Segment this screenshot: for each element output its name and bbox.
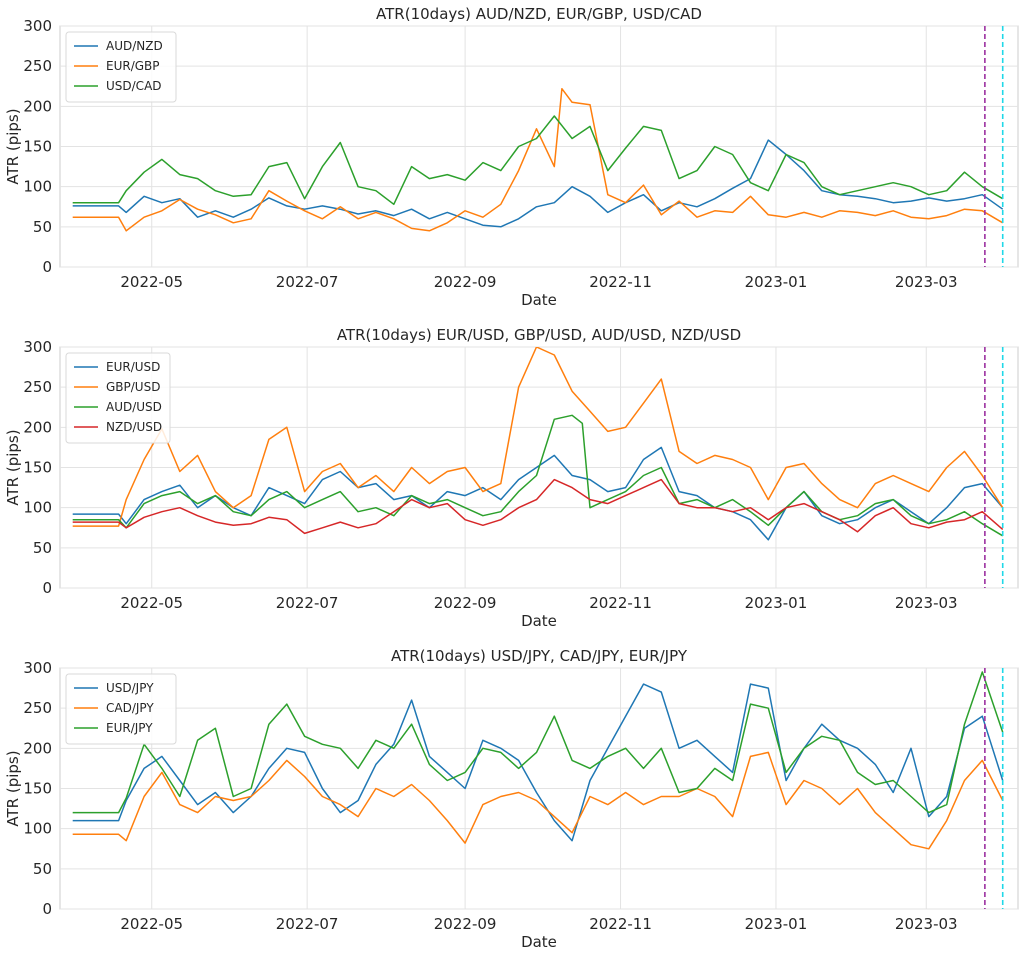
y-tick-label: 200 xyxy=(23,739,52,757)
series-line-nzd-usd xyxy=(72,478,1004,535)
y-axis-label: ATR (pips) xyxy=(4,750,22,826)
x-axis-label: Date xyxy=(521,933,557,951)
y-tick-label: 250 xyxy=(23,378,52,396)
y-tick-label: 300 xyxy=(23,659,52,677)
series-line-gbp-usd xyxy=(72,347,1004,527)
x-tick-label: 2022-05 xyxy=(120,273,183,291)
x-tick-label: 2022-05 xyxy=(120,594,183,612)
series-line-eur-gbp xyxy=(72,87,1004,232)
y-axis-label: ATR (pips) xyxy=(4,108,22,184)
x-tick-label: 2022-09 xyxy=(434,594,497,612)
legend-label: AUD/USD xyxy=(106,400,162,414)
legend-label: USD/JPY xyxy=(106,681,154,695)
x-tick-label: 2023-03 xyxy=(895,273,958,291)
x-tick-label: 2022-11 xyxy=(589,594,652,612)
legend-label: CAD/JPY xyxy=(106,701,154,715)
x-axis-label: Date xyxy=(521,291,557,309)
legend-label: AUD/NZD xyxy=(106,39,163,53)
y-tick-label: 50 xyxy=(33,218,52,236)
series-line-cad-jpy xyxy=(72,751,1004,850)
series-line-aud-nzd xyxy=(72,139,1004,228)
legend-box xyxy=(65,352,171,444)
y-tick-label: 150 xyxy=(23,780,52,798)
x-tick-label: 2023-01 xyxy=(745,915,808,933)
y-axis-label: ATR (pips) xyxy=(4,429,22,505)
x-tick-label: 2023-01 xyxy=(745,594,808,612)
y-tick-label: 300 xyxy=(23,338,52,356)
y-tick-label: 150 xyxy=(23,138,52,156)
x-tick-label: 2022-07 xyxy=(276,273,339,291)
chart-title: ATR(10days) AUD/NZD, EUR/GBP, USD/CAD xyxy=(376,5,702,23)
x-tick-label: 2023-01 xyxy=(745,273,808,291)
chart-title: ATR(10days) EUR/USD, GBP/USD, AUD/USD, N… xyxy=(337,326,741,344)
y-tick-label: 100 xyxy=(23,820,52,838)
x-tick-label: 2023-03 xyxy=(895,915,958,933)
legend-box xyxy=(65,673,177,745)
y-tick-label: 100 xyxy=(23,499,52,517)
x-tick-label: 2022-11 xyxy=(589,273,652,291)
x-axis-label: Date xyxy=(521,612,557,630)
x-tick-label: 2022-11 xyxy=(589,915,652,933)
x-tick-label: 2022-05 xyxy=(120,915,183,933)
legend-label: EUR/USD xyxy=(106,360,160,374)
series-line-eur-usd xyxy=(72,446,1004,541)
chart-panel-3: 0 50 100 150 200 250 300 2022-05 2022-07 2022-09 2… xyxy=(4,647,1019,951)
legend-label: EUR/JPY xyxy=(106,721,153,735)
x-tick-label: 2022-07 xyxy=(276,915,339,933)
chart-title: ATR(10days) USD/JPY, CAD/JPY, EUR/JPY xyxy=(391,647,688,665)
y-tick-label: 100 xyxy=(23,178,52,196)
x-tick-label: 2022-09 xyxy=(434,273,497,291)
legend-box xyxy=(65,31,177,103)
series-line-usd-cad xyxy=(72,115,1004,206)
y-tick-label: 150 xyxy=(23,459,52,477)
y-tick-label: 250 xyxy=(23,699,52,717)
chart-panel-2: 0 50 100 150 200 250 300 2022-05 2022-07 2022-09 2… xyxy=(4,326,1019,630)
y-tick-label: 50 xyxy=(33,539,52,557)
series-line-eur-jpy xyxy=(72,671,1004,814)
y-tick-label: 200 xyxy=(23,97,52,115)
x-tick-label: 2022-07 xyxy=(276,594,339,612)
series-line-usd-jpy xyxy=(72,683,1004,842)
y-tick-label: 0 xyxy=(42,258,52,276)
chart-panel-1: 0 50 100 150 200 250 300 2022-05 2022-07 2022-09 2… xyxy=(4,5,1019,309)
y-tick-label: 300 xyxy=(23,17,52,35)
legend-label: NZD/USD xyxy=(106,420,162,434)
y-tick-label: 250 xyxy=(23,57,52,75)
y-tick-label: 0 xyxy=(42,579,52,597)
y-tick-label: 50 xyxy=(33,860,52,878)
y-tick-label: 200 xyxy=(23,418,52,436)
y-tick-label: 0 xyxy=(42,900,52,918)
legend-label: EUR/GBP xyxy=(106,59,160,73)
legend-label: USD/CAD xyxy=(106,79,162,93)
x-tick-label: 2022-09 xyxy=(434,915,497,933)
legend-label: GBP/USD xyxy=(106,380,160,394)
series-line-aud-usd xyxy=(72,414,1004,537)
x-tick-label: 2023-03 xyxy=(895,594,958,612)
